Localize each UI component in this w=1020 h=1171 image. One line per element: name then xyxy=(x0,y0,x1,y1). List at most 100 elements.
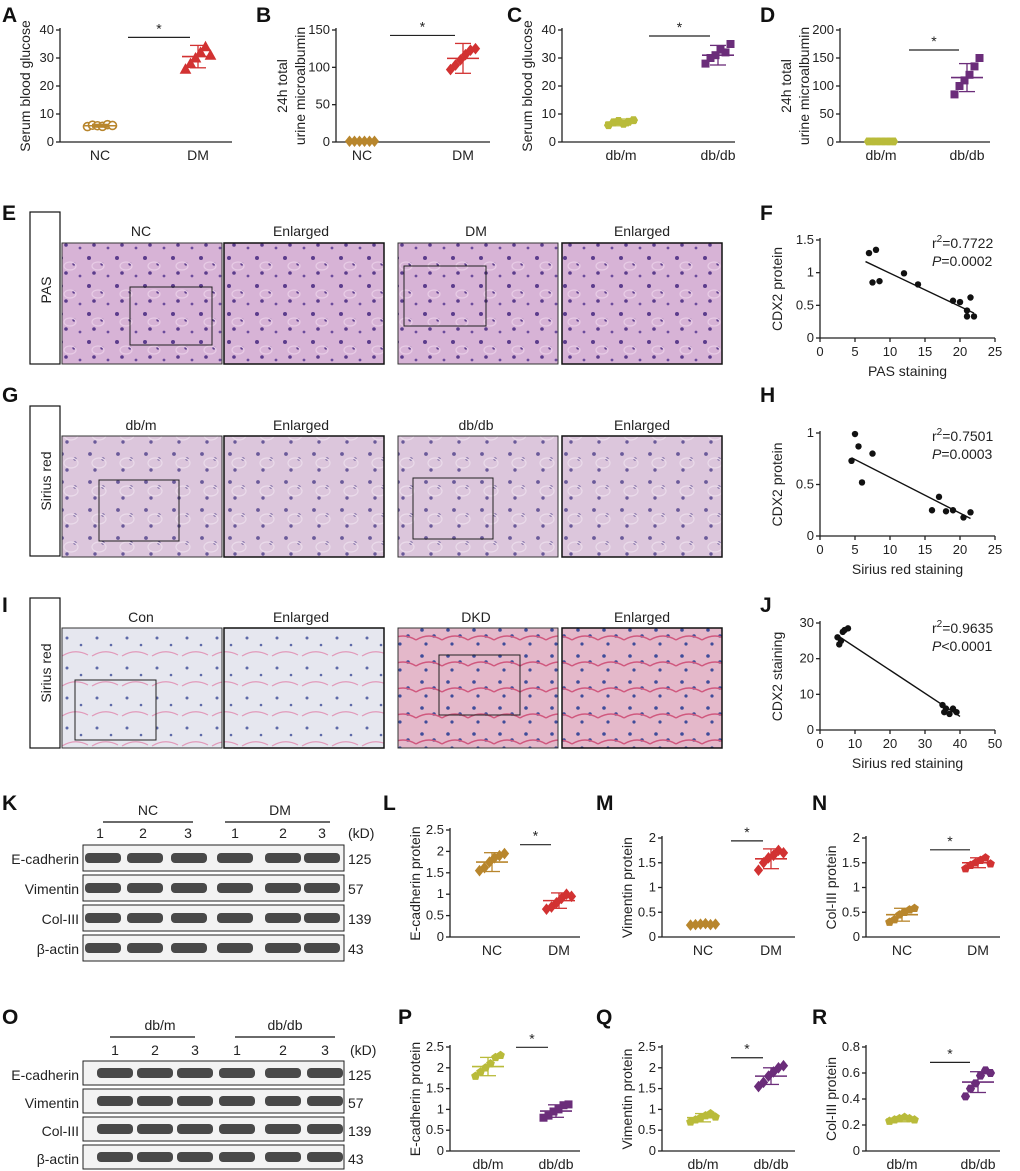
data-point xyxy=(499,847,510,860)
hist-title-i-4: Enlarged xyxy=(614,609,670,625)
blot-band xyxy=(85,913,121,923)
y-tick-label: 50 xyxy=(316,97,330,112)
y-tick-label: 40 xyxy=(542,22,556,37)
micrograph-dm-box xyxy=(403,265,487,327)
x-tick-label: DM xyxy=(548,942,570,958)
y-tick-label: 30 xyxy=(40,50,54,65)
hist-title-e-1: NC xyxy=(131,223,151,239)
blot-band xyxy=(127,913,163,923)
data-point xyxy=(967,294,974,301)
y-axis-label: urine microalbumin xyxy=(292,27,308,145)
y-tick-label: 1 xyxy=(807,425,814,440)
panel-label-o: O xyxy=(2,1006,18,1029)
blot-row-label: Col-III xyxy=(42,1123,79,1139)
data-point xyxy=(179,63,192,74)
y-tick-label: 0.4 xyxy=(842,1091,860,1106)
data-point xyxy=(900,270,908,277)
data-point xyxy=(778,1059,789,1072)
x-axis-label: PAS staining xyxy=(868,363,947,379)
wb-o-lane-1: 1 xyxy=(111,1042,119,1058)
data-point xyxy=(942,508,950,515)
chart-h: 0 0.5 1 CDX2 protein 0 5 10 15 20 25 Sirius red st… xyxy=(769,425,1002,577)
blot-band xyxy=(171,853,207,863)
y-tick-label: 100 xyxy=(812,78,834,93)
y-tick-label: 2 xyxy=(649,1060,656,1075)
y-tick-label: 0 xyxy=(549,134,556,149)
hist-title-i-1: Con xyxy=(128,609,154,625)
p-value: P=0.0003 xyxy=(932,446,993,462)
micrograph-con xyxy=(61,627,223,749)
x-tick-label: 5 xyxy=(851,542,858,557)
panel-label-c: C xyxy=(507,4,522,27)
panel-label-e: E xyxy=(2,202,16,225)
data-point xyxy=(950,90,959,99)
wb-k-lane-3: 3 xyxy=(184,825,192,841)
significance-star: * xyxy=(156,20,162,36)
data-point xyxy=(960,1092,971,1101)
panel-label-a: A xyxy=(2,4,17,27)
chart-a: 0 10 20 30 40 Serum blood glucose NC DM * xyxy=(17,20,232,163)
data-point xyxy=(701,59,710,68)
x-axis-label: Sirius red staining xyxy=(852,755,963,771)
y-tick-label: 0 xyxy=(827,134,834,149)
y-axis-label: 24h total xyxy=(778,59,794,113)
y-tick-label: 0.5 xyxy=(638,1122,656,1137)
wb-o-lane-3: 3 xyxy=(191,1042,199,1058)
chart-d: 0 50 100 150 200 24h total urine microalbumin d… xyxy=(778,22,990,163)
data-point xyxy=(963,313,971,320)
y-axis-label: E-cadherin protein xyxy=(407,1042,423,1156)
hist-title-g-3: db/db xyxy=(458,417,493,433)
micrograph-nc-enlarged xyxy=(223,242,385,365)
significance-star: * xyxy=(420,18,426,34)
y-tick-label: 0 xyxy=(807,528,814,543)
y-tick-label: 150 xyxy=(308,22,330,37)
blot-band xyxy=(85,943,121,953)
blot-band xyxy=(97,1152,133,1162)
blot-band xyxy=(265,1096,301,1106)
y-tick-label: 0.8 xyxy=(842,1039,860,1054)
y-tick-label: 0 xyxy=(853,929,860,944)
blot-band xyxy=(137,1068,173,1078)
wb-k-lane-6: 3 xyxy=(318,825,326,841)
histology-g: Sirius red db/m Enlarged db/db Enlarged xyxy=(29,405,723,558)
y-tick-label: 1.5 xyxy=(638,1081,656,1096)
blot-kd: 125 xyxy=(348,1067,372,1083)
panel-label-q: Q xyxy=(596,1006,612,1029)
blot-band xyxy=(127,883,163,893)
blot-band xyxy=(219,1096,255,1106)
blot-kd: 125 xyxy=(348,851,372,867)
data-point xyxy=(564,1100,573,1109)
western-blot-k: NC DM 1 2 3 1 2 3 (kD) E-cadherin 125 Vime… xyxy=(11,802,374,962)
wb-k-lane-2: 2 xyxy=(139,825,147,841)
wb-o-lane-5: 2 xyxy=(279,1042,287,1058)
x-tick-label: 0 xyxy=(816,344,823,359)
blot-band xyxy=(307,1124,343,1134)
data-point xyxy=(960,76,969,85)
y-axis-label: CDX2 staining xyxy=(769,632,785,722)
micrograph-dbdb xyxy=(397,435,559,558)
data-point xyxy=(544,1111,553,1120)
blot-row-label: E-cadherin xyxy=(11,1067,79,1083)
micrograph-dbm xyxy=(61,435,223,558)
x-axis-label: Sirius red staining xyxy=(852,561,963,577)
hist-title-e-3: DM xyxy=(465,223,487,239)
y-tick-label: 40 xyxy=(40,22,54,37)
blot-band xyxy=(307,1096,343,1106)
y-tick-label: 0.5 xyxy=(842,904,860,919)
data-point xyxy=(855,443,862,450)
x-tick-label: db/m xyxy=(886,1156,917,1171)
y-axis-label: CDX2 protein xyxy=(769,442,785,526)
data-point xyxy=(539,1113,548,1122)
x-tick-label: 20 xyxy=(953,344,967,359)
blot-row-label: Vimentin xyxy=(25,881,79,897)
blot-band xyxy=(171,883,207,893)
x-tick-label: 25 xyxy=(988,542,1002,557)
blot-band xyxy=(307,1152,343,1162)
y-tick-label: 0 xyxy=(649,929,656,944)
y-tick-label: 1 xyxy=(649,880,656,895)
x-tick-label: DM xyxy=(967,942,989,958)
micrograph-dbdb-box xyxy=(412,477,494,540)
y-tick-label: 0.5 xyxy=(426,1122,444,1137)
blot-band xyxy=(127,943,163,953)
panel-label-l: L xyxy=(383,792,396,815)
